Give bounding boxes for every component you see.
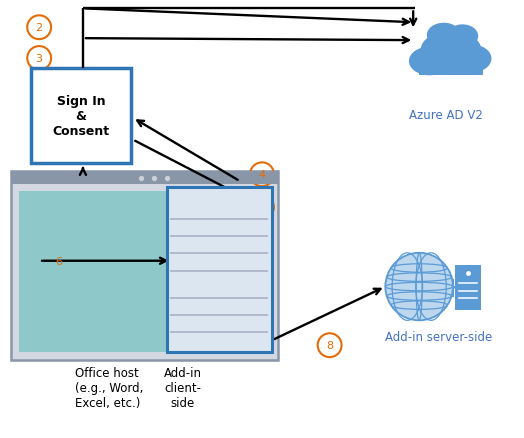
FancyBboxPatch shape — [19, 192, 167, 352]
FancyBboxPatch shape — [12, 172, 278, 185]
Text: 3: 3 — [36, 54, 42, 64]
Text: 4: 4 — [258, 170, 266, 180]
Text: 1: 1 — [179, 222, 186, 231]
Text: Office host
(e.g., Word,
Excel, etc.): Office host (e.g., Word, Excel, etc.) — [75, 366, 144, 409]
Text: 5: 5 — [258, 203, 266, 212]
FancyBboxPatch shape — [31, 69, 130, 164]
Text: 6: 6 — [56, 256, 62, 266]
Circle shape — [385, 253, 453, 321]
Text: Azure AD V2: Azure AD V2 — [409, 109, 483, 121]
FancyBboxPatch shape — [12, 172, 278, 360]
Text: 7: 7 — [183, 311, 190, 321]
Text: 2: 2 — [36, 23, 43, 33]
Ellipse shape — [421, 32, 482, 71]
FancyBboxPatch shape — [419, 57, 483, 76]
Text: Sign In
&
Consent: Sign In & Consent — [52, 95, 110, 138]
Ellipse shape — [452, 46, 492, 73]
FancyBboxPatch shape — [455, 265, 481, 311]
Ellipse shape — [427, 24, 461, 48]
Text: Add-in server-side: Add-in server-side — [386, 331, 493, 343]
Ellipse shape — [446, 25, 478, 49]
Ellipse shape — [409, 48, 450, 76]
Text: Add-in
client-
side: Add-in client- side — [163, 366, 201, 409]
FancyBboxPatch shape — [167, 188, 272, 352]
Text: 8: 8 — [326, 340, 333, 350]
